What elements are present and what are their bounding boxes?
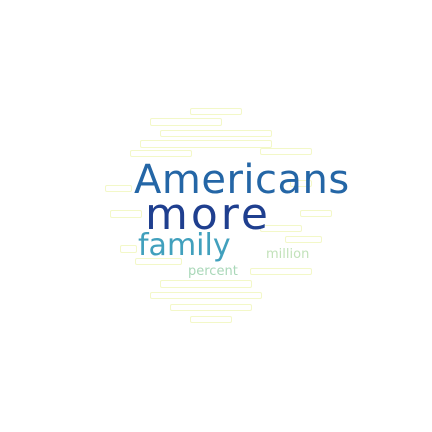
- word-more: more: [145, 189, 271, 240]
- faint-word-mark: [140, 140, 272, 148]
- faint-word-mark: [120, 245, 137, 253]
- faint-word-mark: [170, 304, 252, 311]
- word-million: million: [266, 247, 310, 262]
- faint-word-mark: [150, 292, 262, 299]
- word-americans: Americans: [134, 157, 350, 203]
- faint-word-mark: [160, 130, 272, 137]
- faint-word-mark: [300, 210, 332, 217]
- word-percent: percent: [188, 264, 238, 279]
- faint-word-mark: [130, 150, 192, 157]
- faint-word-mark: [150, 118, 222, 126]
- faint-word-mark: [260, 148, 312, 155]
- faint-word-mark: [285, 236, 322, 243]
- faint-word-mark: [160, 280, 252, 288]
- faint-word-mark: [260, 225, 302, 232]
- faint-word-mark: [110, 210, 142, 218]
- word-family: family: [138, 228, 231, 263]
- faint-word-mark: [250, 268, 312, 275]
- faint-word-mark: [135, 258, 182, 265]
- faint-word-mark: [105, 185, 132, 192]
- faint-word-mark: [190, 316, 232, 323]
- faint-word-mark: [290, 180, 312, 187]
- faint-word-mark: [190, 108, 242, 115]
